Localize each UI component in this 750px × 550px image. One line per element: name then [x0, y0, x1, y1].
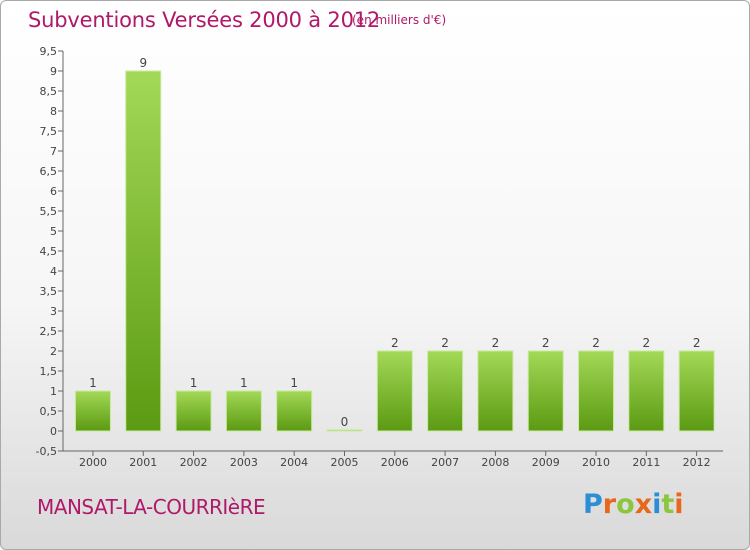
data-label: 2 — [592, 336, 600, 350]
data-label: 2 — [441, 336, 449, 350]
bar-2012 — [678, 350, 715, 432]
data-label: 2 — [643, 336, 651, 350]
data-label: 2 — [492, 336, 500, 350]
y-tick-label: 2 — [50, 345, 57, 358]
y-tick-label: 5,5 — [40, 205, 58, 218]
commune-name: MANSAT-LA-COURRIèRE — [37, 495, 266, 519]
chart-title: Subventions Versées 2000 à 2012 — [28, 8, 381, 32]
data-label: 1 — [89, 376, 97, 390]
y-tick-label: 9 — [50, 65, 57, 78]
x-tick-label: 2007 — [431, 456, 459, 469]
y-tick-label: 7 — [50, 145, 57, 158]
y-tick-label: 0 — [50, 425, 57, 438]
bar-2000 — [74, 390, 111, 432]
y-tick-label: 9,5 — [40, 45, 58, 58]
data-label: 2 — [391, 336, 399, 350]
x-tick-label: 2004 — [280, 456, 308, 469]
y-tick-label: 6 — [50, 185, 57, 198]
data-label: 0 — [341, 415, 349, 429]
x-tick-label: 2012 — [683, 456, 711, 469]
x-tick-label: 2009 — [532, 456, 560, 469]
y-tick-label: -0,5 — [36, 445, 57, 458]
y-tick-label: 1 — [50, 385, 57, 398]
x-tick-label: 2010 — [582, 456, 610, 469]
bar-2004 — [276, 390, 313, 432]
bar-2009 — [527, 350, 564, 432]
bar-2011 — [628, 350, 665, 432]
x-tick-label: 2000 — [79, 456, 107, 469]
y-tick-label: 5 — [50, 225, 57, 238]
y-tick-label: 6,5 — [40, 165, 58, 178]
bar-2005 — [326, 429, 363, 432]
x-tick-label: 2002 — [180, 456, 208, 469]
data-label: 1 — [190, 376, 198, 390]
x-tick-label: 2011 — [632, 456, 660, 469]
data-label: 1 — [240, 376, 248, 390]
bar-2002 — [175, 390, 212, 432]
y-tick-label: 3,5 — [40, 285, 58, 298]
bar-2006 — [376, 350, 413, 432]
x-tick-label: 2008 — [481, 456, 509, 469]
bar-2007 — [427, 350, 464, 432]
x-axis: 2000 2001 2002 2003 2004 2005 2006 2007 2008 2009… — [63, 450, 723, 469]
y-tick-label: 3 — [50, 305, 57, 318]
data-label: 9 — [139, 56, 147, 70]
bar-2001 — [125, 70, 162, 432]
data-label: 2 — [693, 336, 701, 350]
proxiti-logo[interactable]: Proxiti — [583, 489, 684, 520]
y-tick-label: 2,5 — [40, 325, 58, 338]
y-tick-label: 0,5 — [40, 405, 58, 418]
data-label: 1 — [290, 376, 298, 390]
bars: 1 9 1 1 1 0 2 2 2 2 2 2 2 — [74, 56, 715, 432]
bar-2010 — [578, 350, 615, 432]
unit-note: (en milliers d'€) — [352, 13, 447, 27]
x-tick-label: 2003 — [230, 456, 258, 469]
y-tick-label: 4 — [50, 265, 57, 278]
y-tick-label: 7,5 — [40, 125, 58, 138]
data-label: 2 — [542, 336, 550, 350]
bar-2008 — [477, 350, 514, 432]
y-tick-label: 1,5 — [40, 365, 58, 378]
bar-2003 — [225, 390, 262, 432]
x-tick-label: 2006 — [381, 456, 409, 469]
x-tick-label: 2005 — [330, 456, 358, 469]
x-tick-label: 2001 — [129, 456, 157, 469]
y-axis: -0,5 0 0,5 1 1,5 2 2,5 3 3,5 4 4,5 5 5,5 6 6,5 7 7,5 8 8,5… — [36, 45, 64, 458]
y-tick-label: 8,5 — [40, 85, 58, 98]
y-tick-label: 4,5 — [40, 245, 58, 258]
y-tick-label: 8 — [50, 105, 57, 118]
